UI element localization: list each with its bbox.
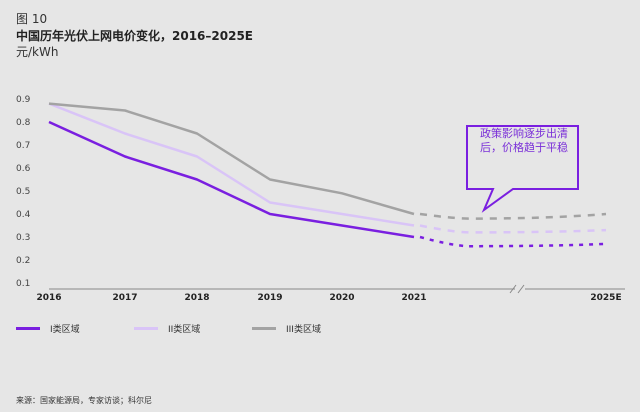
series-line-2 (48, 102, 415, 227)
x-tick-label: 2021 (401, 293, 426, 303)
x-tick-label: 2018 (184, 293, 209, 303)
y-tick-label: 0.4 (16, 210, 31, 220)
y-tick-label: 0.7 (16, 141, 30, 151)
legend-swatch (134, 327, 158, 330)
series-projection-1 (419, 235, 607, 248)
x-tick-label: 2020 (329, 293, 354, 303)
y-axis-label: 元/kWh (16, 45, 59, 59)
series-line-1 (48, 120, 415, 239)
series-line-3 (48, 102, 415, 216)
annotation-callout (466, 125, 579, 213)
legend-label: II类区域 (168, 325, 201, 335)
legend-item-1: I类区域 (16, 322, 80, 335)
x-tick-label: 2025E (590, 293, 621, 303)
x-tick-label: 2016 (36, 293, 61, 303)
x-tick-label: 2017 (112, 293, 137, 303)
y-tick-label: 0.6 (16, 164, 31, 174)
axis-break-mark (509, 284, 525, 294)
figure-label: 图 10 (16, 12, 48, 26)
y-tick-label: 0.8 (16, 118, 31, 128)
legend-label: III类区域 (286, 325, 321, 335)
chart-title: 中国历年光伏上网电价变化，2016–2025E (16, 29, 253, 43)
legend-item-2: II类区域 (134, 322, 200, 335)
legend-swatch (252, 327, 276, 330)
y-tick-label: 0.1 (16, 279, 30, 289)
annotation-text: 政策影响逐步出清后，价格趋于平稳 (480, 127, 568, 154)
legend-swatch (16, 327, 40, 330)
y-tick-label: 0.5 (16, 187, 30, 197)
y-tick-label: 0.2 (16, 256, 30, 266)
series-projection-2 (419, 224, 607, 234)
legend-label: I类区域 (50, 325, 80, 335)
series-projection-3 (419, 212, 607, 220)
x-tick-label: 2019 (257, 293, 282, 303)
y-tick-label: 0.3 (16, 233, 30, 243)
y-tick-label: 0.9 (16, 95, 31, 105)
source-note: 来源：国家能源局，专家访谈；科尔尼 (16, 396, 152, 405)
legend-item-3: III类区域 (252, 322, 321, 335)
